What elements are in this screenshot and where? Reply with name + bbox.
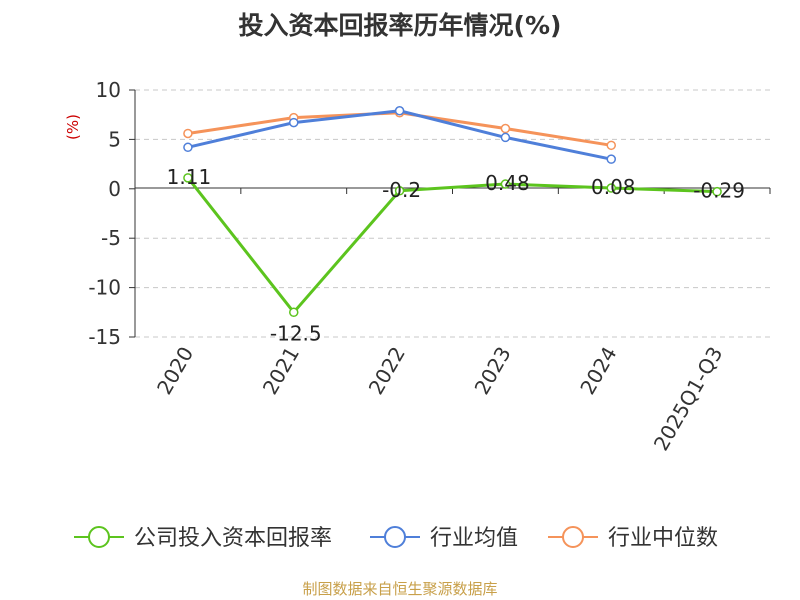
data-label: 1.11 (167, 165, 212, 189)
x-tick-label: 2020 (152, 343, 198, 399)
source-note: 制图数据来自恒生聚源数据库 (302, 580, 498, 598)
data-label: 0.48 (485, 171, 530, 195)
x-tick-label: 2023 (470, 342, 516, 398)
data-label: -12.5 (270, 321, 322, 345)
y-tick-labels: 10 5 0 -5 -10 -15 (88, 78, 135, 349)
legend-label[interactable]: 行业均值 (430, 526, 518, 551)
legend: 公司投入资本回报率 行业均值 行业中位数 (74, 526, 718, 551)
series-line (186, 176, 718, 314)
data-point (289, 307, 299, 318)
data-point (183, 128, 193, 139)
data-labels: 1.11 -12.5 -0.2 0.48 0.08 -0.29 (167, 165, 745, 345)
data-label: 0.08 (591, 175, 636, 199)
data-label: -0.2 (382, 178, 421, 202)
data-point (500, 132, 511, 143)
data-point (712, 186, 722, 197)
legend-marker (88, 526, 110, 548)
y-tick-label: -15 (88, 325, 121, 349)
y-tick-label: 0 (108, 177, 121, 201)
data-point (394, 186, 405, 196)
data-point (394, 105, 405, 116)
data-label: -0.29 (693, 179, 745, 203)
x-tick-labels: 2020 2021 2022 2023 2024 2025Q1-Q3 (134, 188, 771, 455)
y-tick-label: 10 (96, 78, 121, 102)
data-point (606, 140, 616, 151)
data-point (606, 154, 616, 164)
legend-label[interactable]: 行业中位数 (608, 526, 718, 551)
x-tick-label: 2025Q1-Q3 (649, 343, 728, 455)
series-line (187, 111, 612, 147)
x-tick-label: 2021 (258, 343, 304, 399)
data-point (289, 117, 299, 128)
legend-marker (562, 526, 584, 548)
data-point (183, 142, 193, 153)
y-tick-label: 5 (108, 127, 121, 151)
y-tick-label: -10 (88, 276, 121, 300)
data-point (183, 173, 193, 183)
y-tick-label: -5 (101, 226, 121, 250)
x-tick-label: 2022 (364, 343, 410, 399)
x-tick-label: 2024 (575, 343, 621, 399)
grid-lines (135, 89, 770, 338)
data-point (606, 183, 616, 193)
chart-title: 投入资本回报率历年情况(%) (238, 11, 562, 40)
legend-marker (384, 526, 406, 548)
series-lines (183, 105, 722, 318)
legend-label[interactable]: 公司投入资本回报率 (134, 526, 332, 551)
data-point (500, 123, 511, 134)
y-axis-label: (%) (64, 114, 82, 140)
data-point (500, 179, 511, 189)
